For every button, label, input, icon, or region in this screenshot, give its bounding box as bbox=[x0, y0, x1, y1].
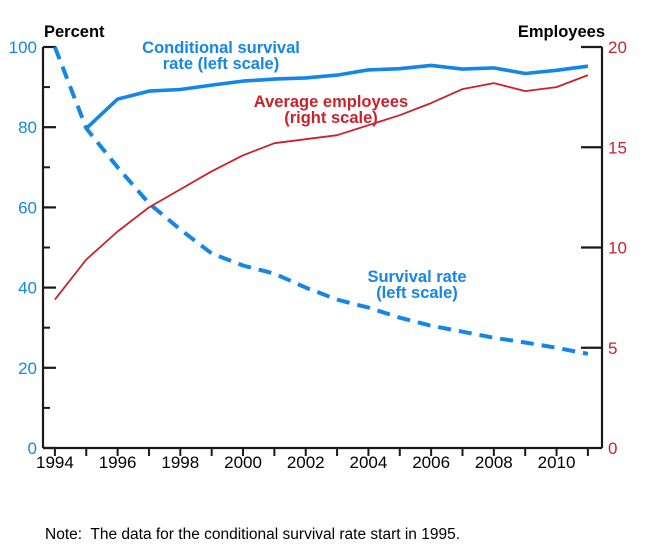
left-tick-label: 40 bbox=[18, 279, 37, 298]
right-tick-label: 5 bbox=[608, 339, 617, 358]
x-tick-label: 1994 bbox=[36, 453, 74, 472]
left-tick-label: 80 bbox=[18, 118, 37, 137]
left-tick-label: 60 bbox=[18, 198, 37, 217]
left-tick-label: 100 bbox=[9, 38, 37, 57]
right-tick-label: 15 bbox=[608, 138, 627, 157]
annotation-conditional-survival-rate: Conditional survival rate (left scale) bbox=[142, 39, 300, 73]
annotation-line: (right scale) bbox=[284, 108, 378, 127]
right-tick-label: 10 bbox=[608, 239, 627, 258]
annotation-line: Average employees bbox=[253, 93, 409, 111]
note-text: Note: The data for the conditional survi… bbox=[45, 526, 461, 543]
annotation-line: rate (left scale) bbox=[162, 54, 280, 73]
left-tick-label: 0 bbox=[28, 439, 37, 458]
x-tick-label: 2002 bbox=[287, 453, 325, 472]
left-axis-title: Percent bbox=[44, 23, 105, 41]
annotation-average-employees: Average employees (right scale) bbox=[253, 93, 409, 127]
x-tick-label: 1998 bbox=[161, 453, 199, 472]
annotation-survival-rate: Survival rate (left scale) bbox=[367, 268, 467, 302]
x-tick-label: 2004 bbox=[350, 453, 388, 472]
right-tick-label: 0 bbox=[608, 439, 617, 458]
annotation-line: Survival rate bbox=[367, 268, 467, 286]
annotation-line: (left scale) bbox=[376, 283, 458, 302]
x-tick-label: 2008 bbox=[475, 453, 513, 472]
left-tick-label: 20 bbox=[18, 359, 37, 378]
annotation-line: Conditional survival bbox=[142, 39, 300, 57]
series-average-employees-right-scale bbox=[54, 74, 589, 301]
x-tick-label: 2010 bbox=[538, 453, 576, 472]
right-tick-label: 20 bbox=[608, 38, 627, 57]
x-tick-label: 2006 bbox=[412, 453, 450, 472]
series-survival-rate-left-scale bbox=[53, 46, 589, 356]
footnotes: Note: The data for the conditional survi… bbox=[45, 484, 558, 549]
x-tick-label: 2000 bbox=[224, 453, 262, 472]
series-conditional-survival-rate-left-scale bbox=[85, 63, 589, 130]
x-tick-label: 1996 bbox=[99, 453, 137, 472]
right-axis-title: Employees bbox=[517, 23, 605, 41]
